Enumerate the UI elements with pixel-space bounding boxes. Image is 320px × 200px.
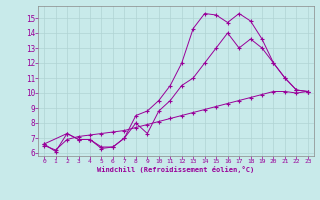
X-axis label: Windchill (Refroidissement éolien,°C): Windchill (Refroidissement éolien,°C) xyxy=(97,166,255,173)
